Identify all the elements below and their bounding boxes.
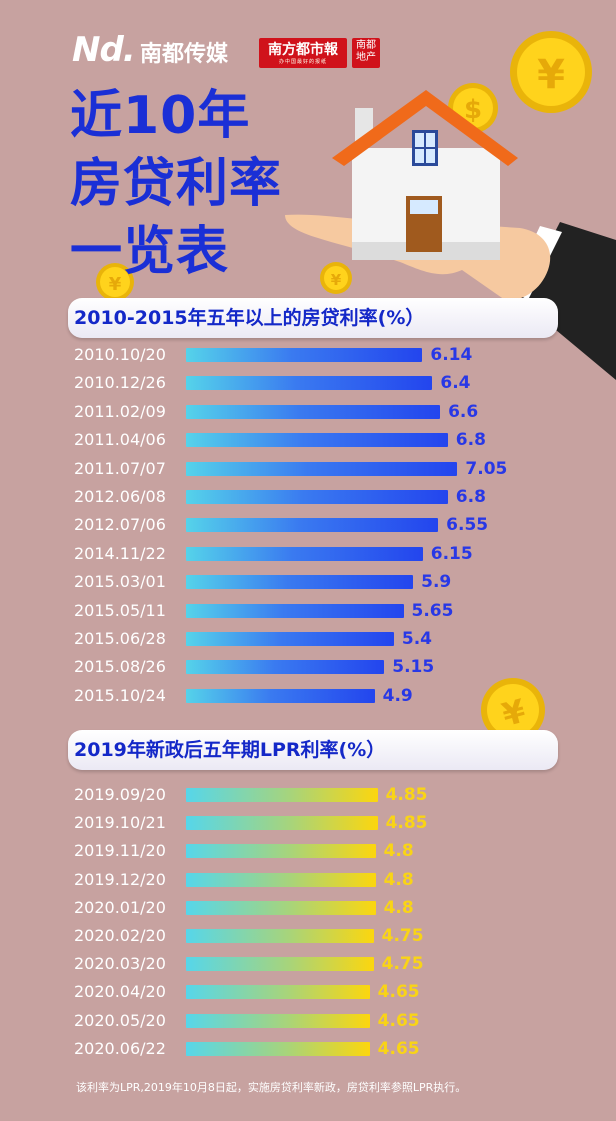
chart1-data-label: 5.15 xyxy=(392,657,435,678)
chart2-tick-label: 2020.04/20 xyxy=(74,982,166,1002)
chart2-data-label: 4.65 xyxy=(377,982,420,1003)
footnote: 该利率为LPR,2019年10月8日起，实施房贷利率新政，房贷利率参照LPR执行… xyxy=(76,1081,467,1094)
chart2-bar xyxy=(186,788,378,802)
chart2-header xyxy=(68,730,558,770)
chart1-data-label: 6.6 xyxy=(448,401,479,422)
chart1-bar xyxy=(186,490,448,504)
chart2-bar xyxy=(186,985,370,1000)
chart1-bar xyxy=(186,546,423,561)
chart2-bar xyxy=(186,872,376,887)
chart1-data-label: 6.8 xyxy=(455,487,486,507)
chart1-bar xyxy=(186,632,394,646)
chart2-data-label: 4.8 xyxy=(383,897,414,918)
chart2-data-label: 4.75 xyxy=(381,954,424,975)
chart1-bar xyxy=(186,404,441,419)
chart2-title: 2019年新政后五年期LPR利率(%） xyxy=(74,739,386,761)
chart2-bar xyxy=(186,900,376,915)
yuan-coin-icon: ¥ xyxy=(510,31,592,113)
chart1-tick-label: 2015.10/24 xyxy=(74,685,166,705)
chart2-bar xyxy=(186,816,378,831)
newspaper-badge xyxy=(259,38,347,68)
chart2-data-label: 4.65 xyxy=(377,1038,420,1059)
chart1-data-label: 7.05 xyxy=(465,458,508,479)
chart2-data-label: 4.85 xyxy=(385,785,428,805)
chart2-tick-label: 2020.06/22 xyxy=(74,1038,166,1058)
newspaper-badge-title: 南方都市報 xyxy=(268,42,338,58)
chart2-bar xyxy=(186,844,376,859)
chart2-tick-label: 2019.10/21 xyxy=(74,813,166,833)
chart2-bar xyxy=(186,1013,370,1028)
svg-text:¥: ¥ xyxy=(537,52,565,98)
chart1-tick-label: 2015.06/28 xyxy=(74,629,166,648)
chart1-header xyxy=(68,298,558,338)
yuan-coin-icon: ¥ xyxy=(320,262,352,294)
chart2-bar xyxy=(186,929,374,943)
chart1-tick-label: 2011.02/09 xyxy=(74,401,166,421)
chart1-data-label: 6.8 xyxy=(455,430,486,451)
chart1-data-label: 5.4 xyxy=(401,629,433,649)
chart1-tick-label: 2010.10/20 xyxy=(74,345,166,364)
chart1-bar xyxy=(186,603,404,618)
chart1-data-label: 6.14 xyxy=(430,345,473,365)
chart1-data-label: 5.65 xyxy=(411,600,454,621)
svg-text:¥: ¥ xyxy=(109,274,122,295)
chart1-tick-label: 2015.08/26 xyxy=(74,657,166,677)
svg-text:¥: ¥ xyxy=(331,271,342,289)
chart2-data-label: 4.65 xyxy=(377,1010,420,1031)
yuan-coin-icon: ¥ xyxy=(481,678,545,742)
chart2-tick-label: 2019.09/20 xyxy=(74,785,166,804)
chart1-tick-label: 2014.11/22 xyxy=(74,543,166,563)
chart1-bar xyxy=(186,575,414,590)
chart1-bar xyxy=(186,660,385,675)
yuan-coin-icon: ¥ xyxy=(96,263,134,301)
chart2-data-label: 4.8 xyxy=(383,869,414,890)
chart1-tick-label: 2012.06/08 xyxy=(74,487,166,506)
chart1-bar xyxy=(186,518,439,533)
chart1-data-label: 5.9 xyxy=(421,572,452,593)
chart1-tick-label: 2015.03/01 xyxy=(74,572,166,592)
page-title-line-3: 一览表 xyxy=(70,222,230,282)
chart1-tick-label: 2012.07/06 xyxy=(74,515,166,535)
chart1-bar xyxy=(186,461,458,476)
brand-nd-logo: Nd. xyxy=(72,30,136,70)
page-title-line-2: 房贷利率 xyxy=(70,154,283,214)
chart1-tick-label: 2011.04/06 xyxy=(74,430,166,450)
chart1-bar xyxy=(186,433,448,448)
realestate-badge xyxy=(352,38,380,68)
chart1-data-label: 6.4 xyxy=(440,373,471,394)
chart1-bar xyxy=(186,376,433,391)
chart1-tick-label: 2010.12/26 xyxy=(74,373,166,393)
chart1-tick-label: 2015.05/11 xyxy=(74,600,166,620)
newspaper-badge-slogan: 办中国最好的报纸 xyxy=(278,59,327,65)
chart1-tick-label: 2011.07/07 xyxy=(74,458,166,478)
page-title-line-1: 近10年 xyxy=(70,86,251,146)
chart2-data-label: 4.75 xyxy=(381,926,424,946)
chart2-bar xyxy=(186,1041,370,1056)
house-icon xyxy=(332,90,518,260)
realestate-badge-text: 南都地产 xyxy=(356,40,376,63)
brand-media-name: 南都传媒 xyxy=(140,42,229,67)
chart1-data-label: 4.9 xyxy=(382,685,413,706)
chart2-tick-label: 2020.05/20 xyxy=(74,1010,166,1030)
chart2-data-label: 4.8 xyxy=(383,841,414,862)
chart2-tick-label: 2019.11/20 xyxy=(74,841,166,861)
chart2-tick-label: 2019.12/20 xyxy=(74,869,166,889)
chart2-tick-label: 2020.01/20 xyxy=(74,897,166,917)
chart1-data-label: 6.15 xyxy=(430,543,473,564)
chart2-data-label: 4.85 xyxy=(385,813,428,834)
chart2-tick-label: 2020.03/20 xyxy=(74,954,166,974)
chart2-bar xyxy=(186,957,374,972)
chart1-title: 2010-2015年五年以上的房贷利率(%） xyxy=(74,307,425,329)
chart2-tick-label: 2020.02/20 xyxy=(74,926,166,945)
chart1-bar xyxy=(186,348,423,362)
chart1-bar xyxy=(186,688,375,703)
chart1-data-label: 6.55 xyxy=(446,515,489,536)
svg-text:$: $ xyxy=(464,95,482,125)
